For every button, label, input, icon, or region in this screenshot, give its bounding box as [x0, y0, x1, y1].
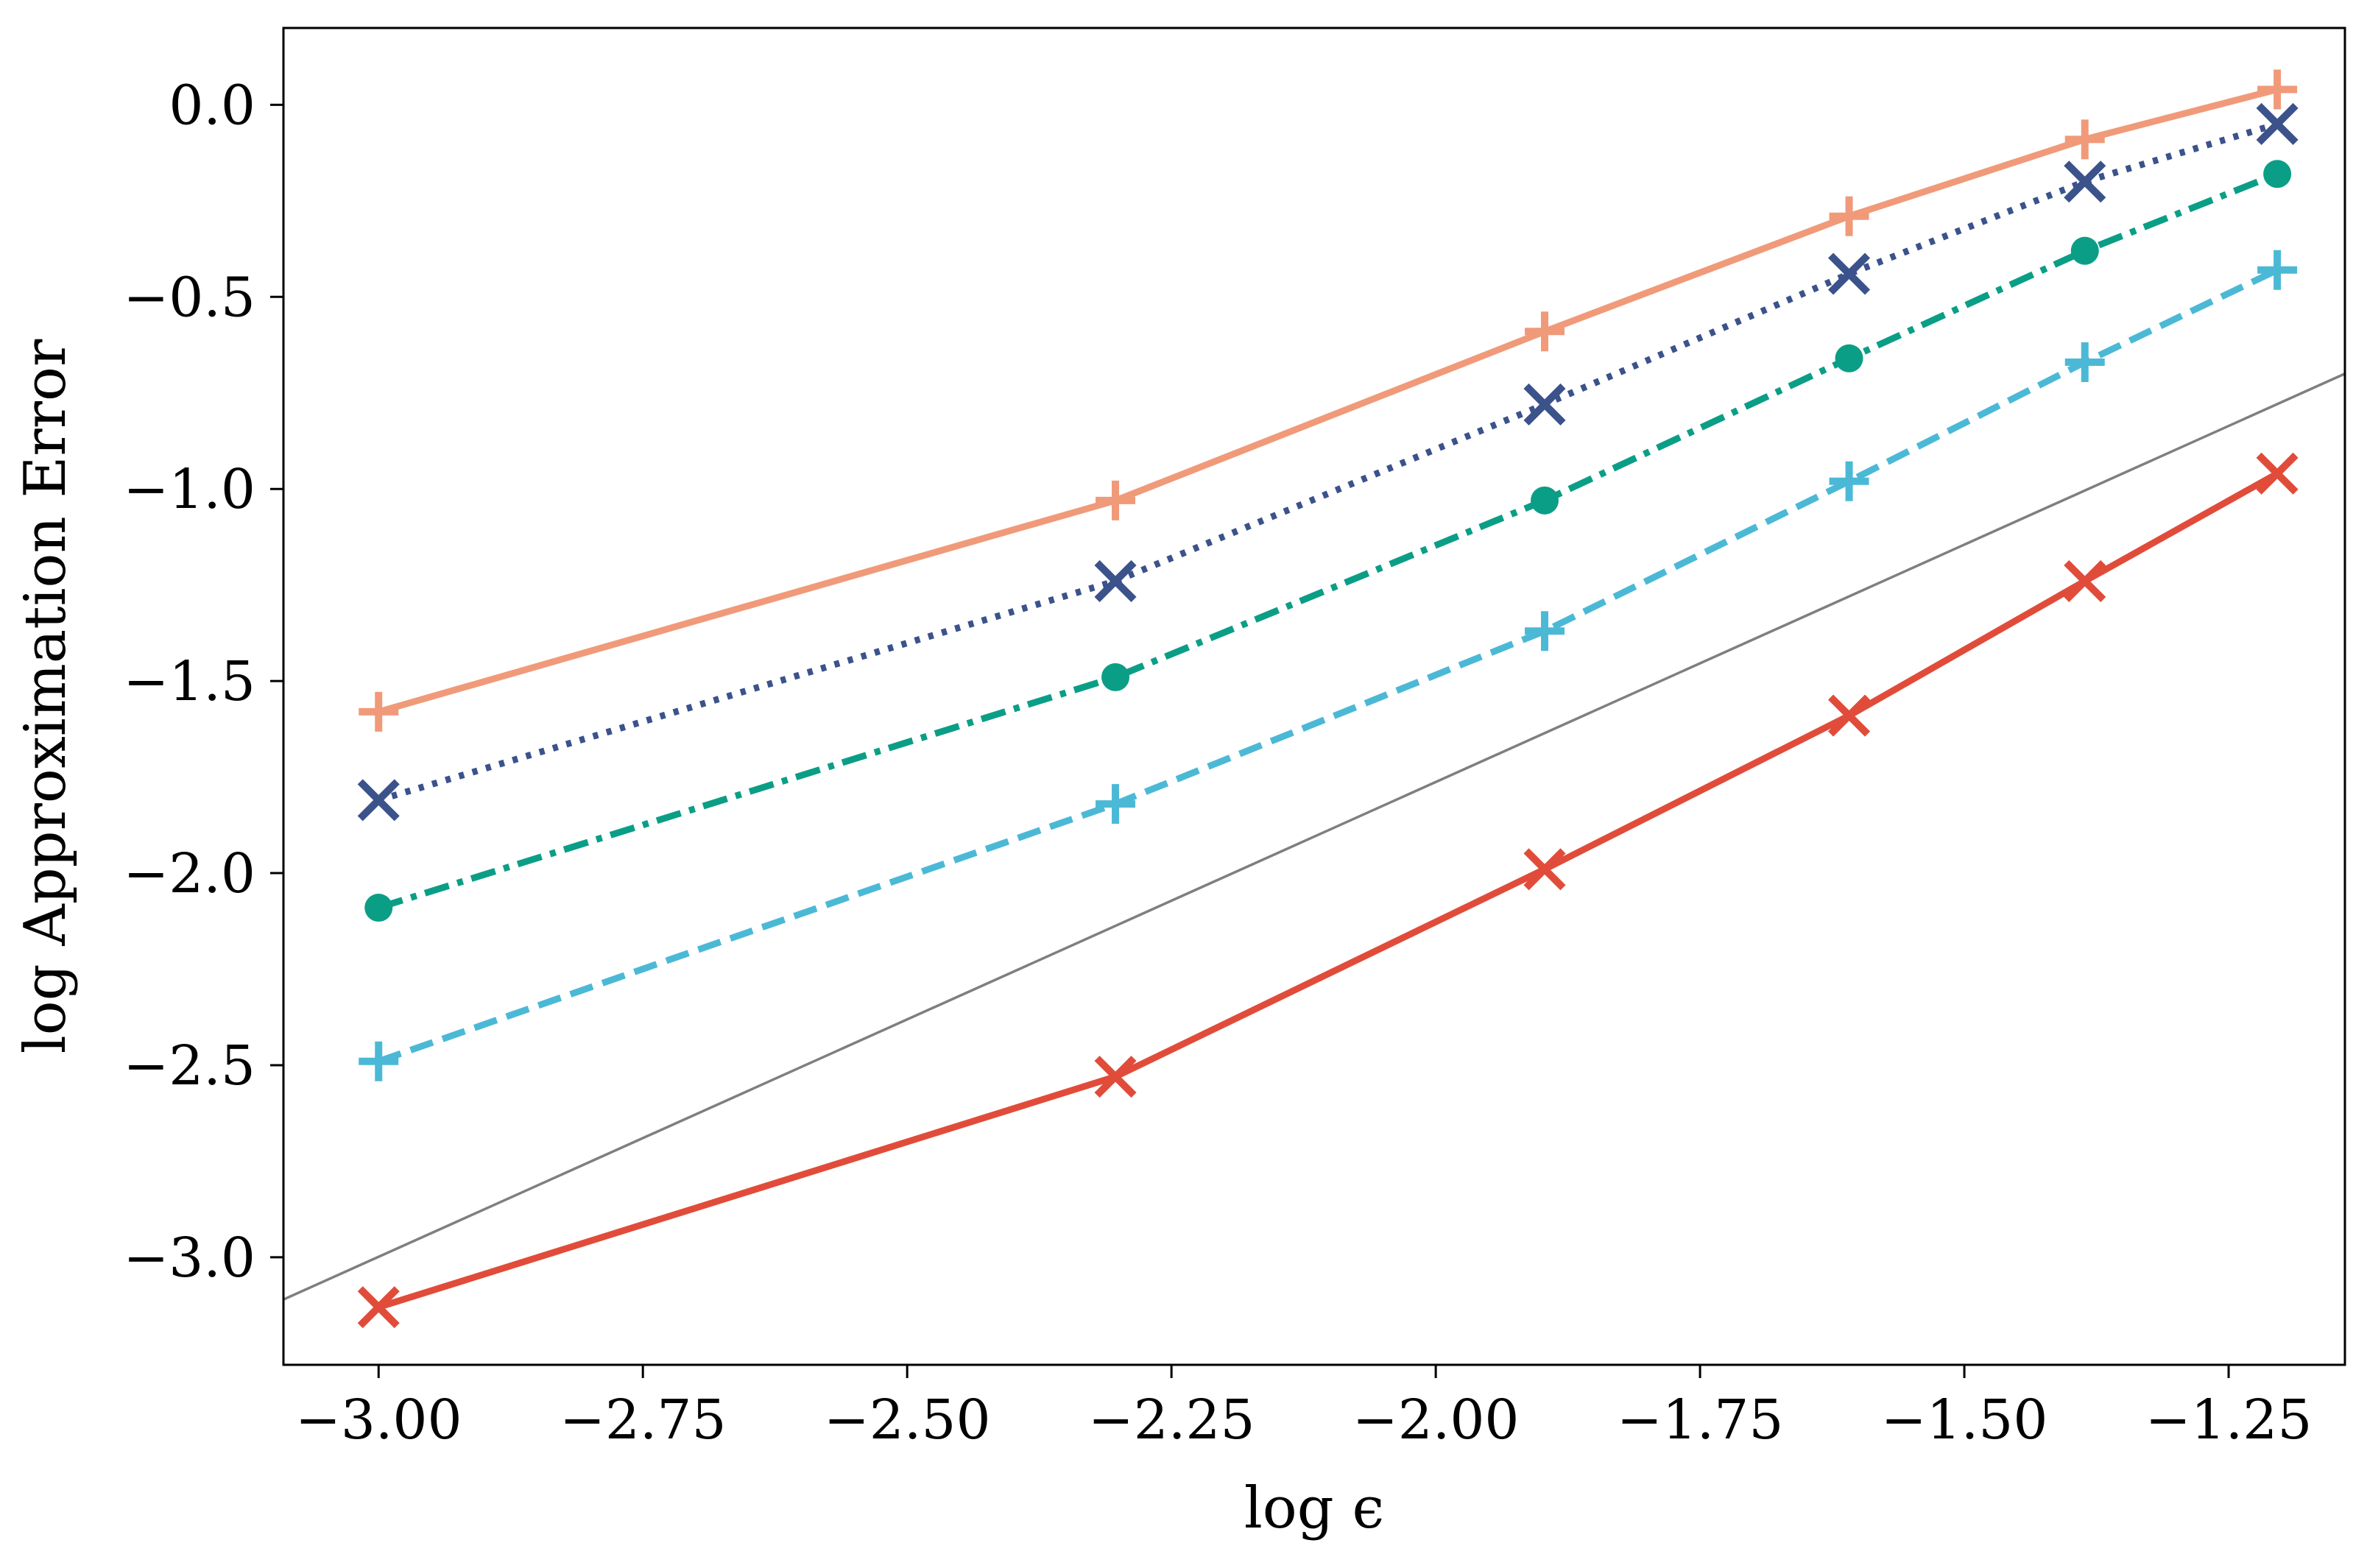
series-4-point-2 — [1096, 784, 1136, 824]
series-5-point-4 — [1828, 694, 1871, 737]
plot-area-frame — [282, 27, 2346, 1366]
series-2-line — [377, 121, 2279, 804]
x-axis: −3.00 −2.75 −2.50 −2.25 −2.00 −1.75 −1.50 −1.25 — [295, 1365, 2313, 1452]
series-3-point-6 — [2263, 160, 2292, 188]
x-tick-label-3: −2.50 — [824, 1388, 991, 1452]
x-tick-label-7: −1.50 — [1881, 1388, 2048, 1452]
x-axis-label: log ϵ — [1244, 1475, 1384, 1541]
y-tick-label-1: 0.0 — [169, 74, 255, 137]
y-axis: 0.0 −0.5 −1.0 −1.5 −2.0 −2.5 −3.0 — [123, 74, 283, 1290]
series-5-point-2 — [1094, 1056, 1137, 1098]
series-2-point-2 — [1094, 559, 1137, 602]
series-1-point-4 — [1525, 311, 1565, 352]
series-1-point-6 — [359, 691, 399, 732]
series-3-point-2 — [1101, 663, 1130, 691]
x-tick-label-8: −1.25 — [2145, 1388, 2313, 1452]
series-5 — [357, 452, 2299, 1329]
series-5-point-3 — [1523, 848, 1566, 891]
series-2-point-3 — [1523, 383, 1566, 425]
series-2-point-1 — [357, 779, 400, 822]
series-2 — [357, 102, 2299, 822]
series-5-point-6 — [2256, 452, 2299, 495]
y-tick-label-2: −0.5 — [123, 266, 255, 329]
series-3-point-1 — [364, 894, 393, 922]
x-tick-label-2: −2.75 — [560, 1388, 727, 1452]
y-tick-label-6: −2.5 — [123, 1034, 255, 1098]
series-2-point-4 — [1828, 252, 1871, 295]
series-4-point-6 — [2257, 250, 2298, 290]
series-4 — [359, 250, 2298, 1081]
series-4-line — [377, 266, 2279, 1064]
series-4-point-3 — [1525, 611, 1565, 651]
series-1-point-2 — [2064, 119, 2105, 160]
series-3-point-5 — [2070, 236, 2099, 265]
x-tick-label-5: −2.00 — [1352, 1388, 1520, 1452]
series-1-point-5 — [1096, 480, 1136, 520]
series-2-point-6 — [2256, 102, 2299, 145]
series-4-point-1 — [359, 1041, 399, 1081]
reference-line — [283, 372, 2345, 1301]
series-5-line — [377, 470, 2279, 1310]
series-layer — [357, 69, 2299, 1329]
y-tick-label-5: −2.0 — [123, 842, 255, 905]
series-4-point-5 — [2064, 342, 2105, 382]
x-tick-label-1: −3.00 — [295, 1388, 462, 1452]
series-2-point-5 — [2064, 160, 2106, 203]
x-tick-label-4: −2.25 — [1088, 1388, 1255, 1452]
series-1 — [359, 69, 2298, 732]
y-tick-label-7: −3.0 — [123, 1226, 255, 1290]
series-5-point-5 — [2064, 559, 2106, 602]
series-1-point-3 — [1829, 196, 1869, 236]
series-3-point-4 — [1835, 344, 1863, 372]
series-1-line — [377, 86, 2279, 716]
series-1-point-1 — [2257, 69, 2298, 110]
series-3-point-3 — [1531, 486, 1559, 515]
reference-line-layer — [283, 372, 2345, 1301]
y-tick-label-4: −1.5 — [123, 650, 255, 713]
y-axis-label: log Approximation Error — [13, 339, 79, 1053]
series-5-point-1 — [357, 1286, 400, 1329]
series-4-point-4 — [1829, 461, 1869, 501]
x-tick-label-6: −1.75 — [1617, 1388, 1784, 1452]
series-3 — [364, 160, 2292, 922]
y-tick-label-3: −1.0 — [123, 458, 255, 521]
series-3-line — [377, 171, 2279, 911]
